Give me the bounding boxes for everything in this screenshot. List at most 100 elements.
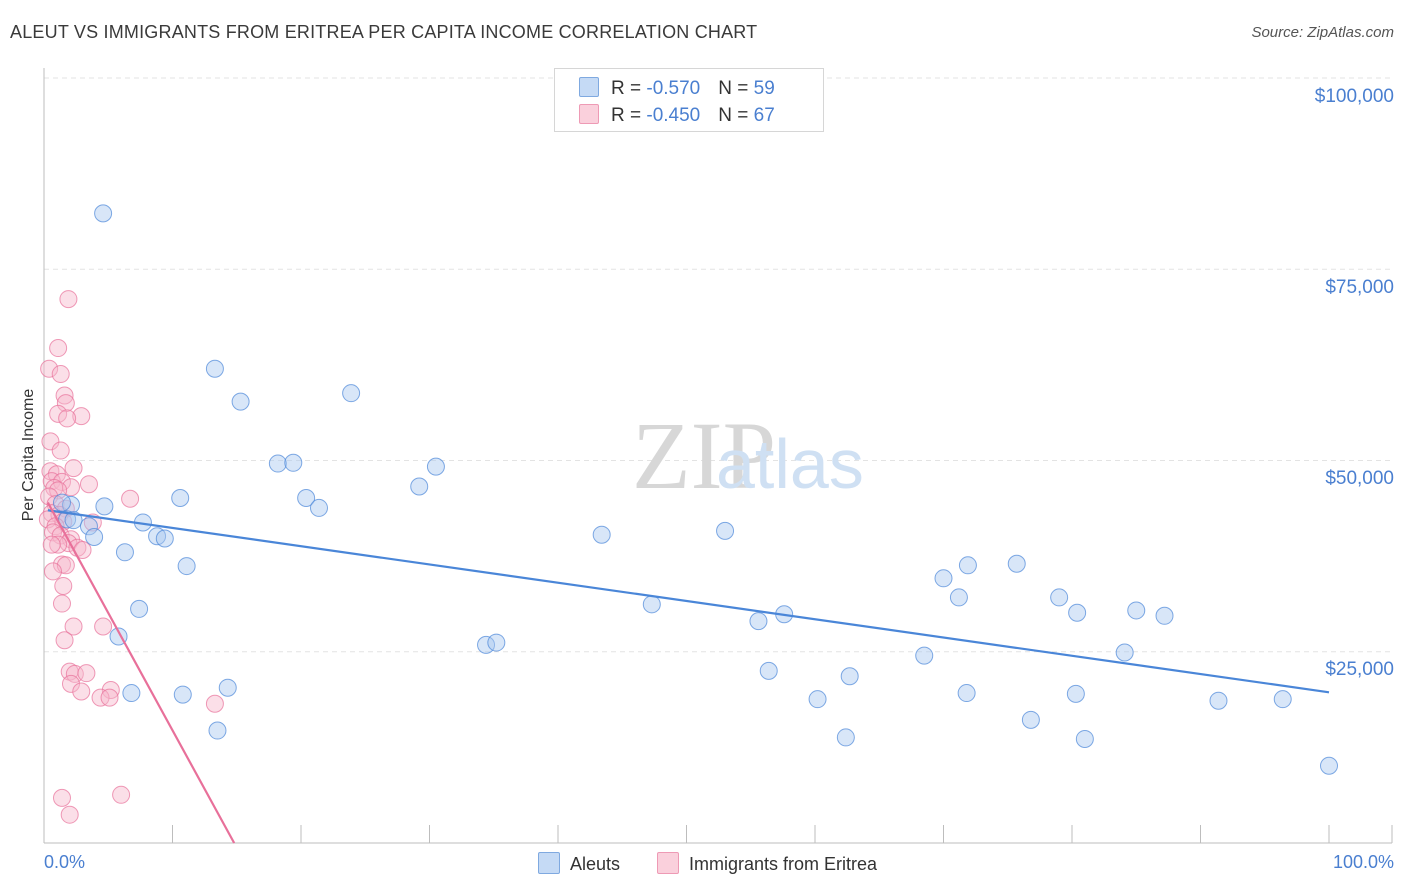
- point-eritrea: [59, 290, 78, 309]
- point-eritrea: [94, 617, 113, 636]
- point-aleuts: [642, 595, 661, 614]
- chart-title: ALEUT VS IMMIGRANTS FROM ERITREA PER CAP…: [10, 22, 758, 42]
- point-aleuts: [1075, 729, 1094, 748]
- point-aleuts: [840, 667, 859, 686]
- point-eritrea: [52, 788, 71, 807]
- point-aleuts: [130, 599, 149, 618]
- point-aleuts: [1007, 554, 1026, 573]
- point-aleuts: [1273, 690, 1292, 709]
- point-eritrea: [101, 681, 120, 699]
- grid-lines: [44, 77, 1392, 653]
- point-eritrea: [72, 407, 91, 426]
- point-eritrea: [58, 409, 77, 428]
- y-tick-label: $50,000: [1325, 468, 1394, 489]
- point-eritrea: [52, 594, 71, 613]
- point-aleuts: [410, 477, 429, 496]
- axes: [43, 68, 1393, 844]
- bottom-legend-label: Immigrants from Eritrea: [689, 854, 878, 874]
- x-tick-label-max: 100.0%: [1332, 852, 1394, 872]
- bottom-legend-aleuts: Aleuts: [538, 852, 620, 875]
- point-eritrea: [42, 472, 61, 491]
- trend-line-eritrea: [46, 502, 236, 844]
- point-aleuts: [949, 588, 968, 607]
- y-tick-label: $25,000: [1325, 659, 1394, 680]
- point-aleuts: [716, 521, 735, 540]
- point-eritrea: [55, 631, 74, 650]
- point-aleuts: [808, 690, 827, 709]
- point-aleuts: [64, 511, 83, 530]
- point-eritrea: [61, 674, 80, 693]
- legend-row-aleuts: R = -0.570 N = 59: [579, 77, 775, 101]
- source-credit: Source: ZipAtlas.com: [1251, 24, 1394, 41]
- point-eritrea: [54, 576, 73, 595]
- point-aleuts: [1021, 710, 1040, 729]
- bottom-legend-eritrea: Immigrants from Eritrea: [657, 852, 877, 875]
- point-eritrea: [51, 441, 70, 460]
- point-aleuts: [52, 493, 71, 512]
- point-eritrea: [64, 617, 83, 636]
- point-eritrea: [121, 489, 140, 508]
- point-aleuts: [915, 646, 934, 665]
- point-aleuts: [173, 685, 192, 704]
- legend-r-label: R =: [611, 105, 647, 126]
- point-eritrea: [51, 365, 70, 384]
- legend-r-value: -0.570: [646, 78, 701, 99]
- point-aleuts: [58, 510, 77, 529]
- y-tick-label: $75,000: [1325, 277, 1394, 298]
- point-aleuts: [1320, 756, 1338, 775]
- watermark-atlas: atlas: [716, 425, 864, 503]
- legend-n-value: 59: [753, 78, 775, 99]
- point-eritrea: [112, 785, 131, 804]
- point-aleuts: [1066, 684, 1085, 703]
- bottom-legend-label: Aleuts: [570, 854, 621, 874]
- point-aleuts: [155, 529, 174, 548]
- legend-swatch-aleuts: [579, 77, 599, 97]
- point-aleuts: [1155, 606, 1174, 625]
- point-eritrea: [42, 535, 61, 554]
- legend-n-label: N =: [718, 78, 754, 99]
- point-aleuts: [934, 569, 953, 588]
- point-aleuts: [268, 454, 287, 473]
- point-aleuts: [177, 557, 196, 576]
- point-aleuts: [342, 384, 361, 403]
- point-aleuts: [94, 204, 113, 223]
- point-aleuts: [592, 525, 611, 544]
- point-eritrea: [77, 664, 96, 683]
- point-aleuts: [122, 684, 141, 703]
- point-aleuts: [208, 721, 227, 740]
- point-eritrea: [43, 562, 62, 581]
- point-aleuts: [218, 678, 237, 697]
- legend-swatch-eritrea: [579, 104, 599, 124]
- point-eritrea: [49, 404, 68, 423]
- point-eritrea: [64, 459, 83, 478]
- bottom-legend-swatch-aleuts: [538, 852, 560, 874]
- point-aleuts: [95, 497, 114, 516]
- point-eritrea: [72, 682, 91, 701]
- point-eritrea: [49, 535, 68, 554]
- point-aleuts: [958, 556, 977, 575]
- point-eritrea: [41, 432, 60, 451]
- stats-legend: R = -0.570 N = 59 R = -0.450 N = 67: [554, 68, 824, 132]
- point-aleuts: [1209, 691, 1228, 710]
- point-eritrea: [79, 475, 98, 494]
- legend-r-value: -0.450: [646, 105, 701, 126]
- point-aleuts: [297, 488, 316, 507]
- point-eritrea: [205, 694, 224, 713]
- legend-row-eritrea: R = -0.450 N = 67: [579, 104, 775, 128]
- legend-n-label: N =: [718, 105, 754, 126]
- point-eritrea: [55, 386, 74, 405]
- y-tick-label: $100,000: [1314, 86, 1394, 107]
- x-tick-label-min: 0.0%: [44, 852, 86, 872]
- point-aleuts: [1127, 601, 1146, 620]
- trend-line-aleuts: [47, 509, 1330, 694]
- point-aleuts: [205, 359, 224, 378]
- point-aleuts: [284, 453, 303, 472]
- point-eritrea: [49, 481, 68, 500]
- point-aleuts: [1068, 603, 1087, 622]
- point-aleuts: [231, 392, 250, 411]
- point-aleuts: [836, 728, 855, 747]
- watermark: ZIP atlas: [632, 402, 864, 509]
- point-aleuts: [426, 457, 445, 476]
- point-aleuts: [759, 661, 778, 680]
